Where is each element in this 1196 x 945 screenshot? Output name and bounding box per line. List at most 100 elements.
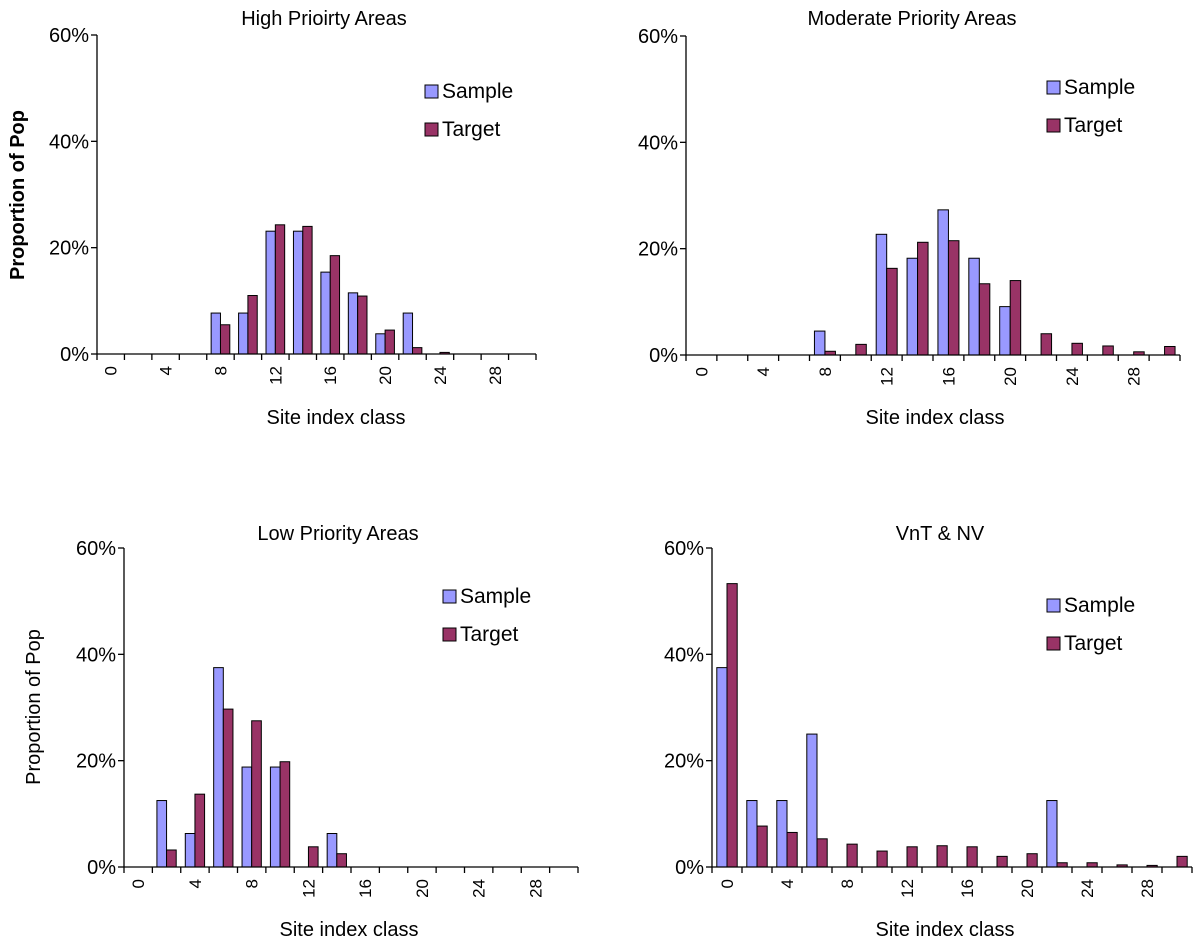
bar-target-8 (219, 324, 231, 355)
legend-label-target: Target (460, 623, 519, 646)
legend-swatch-sample (442, 589, 457, 604)
chart-title: Moderate Priority Areas (808, 8, 1017, 30)
x-tick-label: 20 (376, 366, 395, 385)
legend-label-sample: Sample (442, 80, 513, 103)
legend: Sample Target (1046, 594, 1135, 655)
bar-sample-4 (776, 800, 788, 868)
bar-sample-6 (213, 667, 224, 868)
bar-sample-16 (320, 271, 331, 355)
y-tick-label: 20% (664, 751, 704, 773)
bar-target-12 (886, 267, 898, 356)
bar-target-16 (966, 846, 978, 868)
bar-sample-20 (999, 306, 1011, 356)
x-tick-label: 0 (718, 879, 737, 888)
y-tick-label: 20% (638, 239, 678, 261)
bar-target-10 (247, 295, 258, 355)
bar-sample-10 (269, 766, 281, 868)
x-tick-label: 8 (816, 367, 835, 376)
bar-target-10 (279, 761, 291, 868)
bar-target-18 (978, 283, 991, 356)
x-tick-label: 24 (1078, 879, 1097, 898)
x-tick-label: 4 (186, 879, 205, 888)
x-tick-label: 24 (470, 879, 489, 898)
x-axis-label: Site index class (280, 919, 419, 941)
legend-label-sample: Sample (460, 585, 531, 608)
y-tick-label: 0% (649, 345, 678, 367)
y-tick-label: 40% (664, 644, 704, 666)
bar-sample-20 (375, 333, 386, 355)
bar-sample-12 (875, 233, 888, 356)
chart-title: VnT & NV (896, 523, 985, 545)
bar-target-14 (336, 853, 347, 868)
bar-target-22 (412, 347, 423, 355)
chart-title: Low Priority Areas (257, 523, 418, 545)
bar-sample-6 (806, 733, 818, 868)
bar-target-24 (1071, 342, 1083, 356)
x-tick-label: 16 (356, 879, 375, 898)
x-tick-label: 28 (1125, 367, 1144, 386)
bar-target-2 (756, 825, 768, 868)
legend: Sample Target (424, 80, 513, 141)
bar-sample-22 (402, 312, 414, 355)
y-tick-label: 60% (76, 538, 116, 560)
x-tick-label: 28 (486, 366, 505, 385)
chart-title: High Prioirty Areas (241, 8, 407, 30)
y-axis-label: Proportion of Pop (23, 629, 45, 785)
y-tick-label: 20% (49, 238, 89, 260)
bar-target-14 (936, 845, 948, 868)
y-tick-label: 60% (638, 26, 678, 48)
bar-target-14 (302, 225, 313, 355)
legend-label-sample: Sample (1064, 76, 1135, 99)
legend-label-target: Target (1064, 114, 1123, 137)
legend-swatch-target (442, 627, 457, 642)
legend-label-target: Target (442, 118, 501, 141)
y-axis-label: Proportion of Pop (7, 110, 29, 280)
bar-sample-0 (716, 667, 728, 868)
bar-target-16 (329, 255, 341, 355)
bar-target-30 (1164, 345, 1176, 356)
bar-target-26 (1102, 345, 1114, 356)
y-tick-label: 40% (49, 131, 89, 153)
x-tick-label: 8 (211, 366, 230, 375)
bar-sample-18 (968, 257, 980, 356)
x-tick-label: 8 (243, 879, 262, 888)
x-tick-label: 4 (754, 367, 773, 376)
bar-target-12 (274, 224, 286, 355)
bar-target-20 (1009, 280, 1022, 356)
chart-panel-2: Moderate Priority Areas 0% 20% 40% 60% 0 4 8 12 1… (638, 8, 1181, 429)
bar-target-18 (996, 855, 1008, 868)
bar-sample-12 (265, 230, 276, 355)
bar-sample-10 (238, 312, 249, 355)
x-tick-label: 4 (778, 879, 797, 888)
bar-target-20 (1026, 853, 1038, 868)
bar-target-4 (194, 793, 206, 868)
bar-sample-14 (326, 833, 338, 868)
x-tick-label: 16 (939, 367, 958, 386)
bar-target-6 (816, 838, 828, 868)
bar-target-2 (166, 849, 177, 868)
x-tick-label: 20 (1018, 879, 1037, 898)
bar-sample-18 (347, 292, 359, 355)
x-tick-label: 28 (1138, 879, 1157, 898)
x-tick-label: 12 (266, 366, 285, 385)
x-tick-label: 0 (129, 879, 148, 888)
legend-swatch-sample (1046, 80, 1061, 95)
x-axis-label: Site index class (876, 919, 1015, 941)
legend-swatch-sample (424, 84, 439, 99)
legend-swatch-target (1046, 118, 1061, 133)
legend-swatch-sample (1046, 598, 1061, 613)
bar-target-8 (251, 720, 262, 868)
bar-target-6 (222, 708, 234, 868)
bar-target-4 (786, 831, 798, 868)
x-tick-label: 12 (299, 879, 318, 898)
bar-sample-16 (937, 209, 949, 356)
chart-panel-4: VnT & NV 0% 20% 40% 60% 0 4 8 12 16 20 24 28 Site ind… (664, 523, 1193, 941)
bar-target-16 (947, 240, 960, 356)
bar-sample-14 (292, 230, 304, 355)
bar-target-0 (726, 583, 738, 868)
x-tick-label: 4 (157, 366, 176, 375)
bar-sample-8 (813, 330, 826, 356)
bar-target-30 (1176, 855, 1188, 868)
bar-sample-2 (156, 800, 168, 868)
